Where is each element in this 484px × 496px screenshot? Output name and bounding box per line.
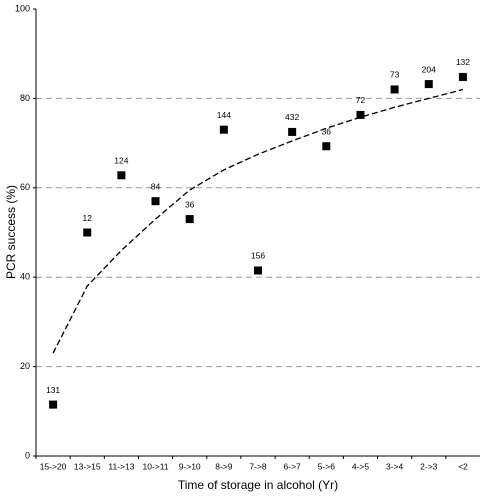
point-label: 124 xyxy=(114,156,128,166)
point-label: 36 xyxy=(185,199,195,209)
trend-line xyxy=(52,88,464,354)
x-tick-label: 10->11 xyxy=(142,461,168,471)
point-label: 12 xyxy=(82,213,92,223)
x-tick-label: 9->10 xyxy=(179,461,201,471)
x-axis-title: Time of storage in alcohol (Yr) xyxy=(178,478,338,492)
point xyxy=(49,400,58,409)
point xyxy=(219,125,228,134)
point xyxy=(458,72,467,81)
y-tick-label: 20 xyxy=(20,361,30,371)
x-tick-label: 11->13 xyxy=(108,461,134,471)
x-tick-label: 6->7 xyxy=(284,461,302,471)
y-tick-label: 60 xyxy=(20,182,30,192)
x-tick-label: 4->5 xyxy=(352,461,370,471)
x-tick-label: 8->9 xyxy=(215,461,233,471)
point-label: 204 xyxy=(422,64,436,74)
point-label: 132 xyxy=(456,57,470,67)
x-tick-label: 3->4 xyxy=(386,461,404,471)
point xyxy=(288,127,297,136)
point-label: 73 xyxy=(390,70,400,80)
point-label: 432 xyxy=(285,112,299,122)
y-tick-label: 0 xyxy=(25,450,30,460)
x-tick-label: <2 xyxy=(458,461,468,471)
point-label: 144 xyxy=(217,110,231,120)
x-tick-label: 13->15 xyxy=(74,461,101,471)
y-axis-title: PCR success (%) xyxy=(4,185,18,279)
point xyxy=(322,142,331,151)
y-tick-label: 80 xyxy=(20,93,30,103)
point xyxy=(117,171,126,180)
x-tick-label: 15->20 xyxy=(40,461,67,471)
point xyxy=(424,80,433,89)
point-label: 156 xyxy=(251,251,265,261)
point-label: 72 xyxy=(356,95,366,105)
point xyxy=(185,215,194,224)
point xyxy=(390,85,399,94)
x-tick-label: 7->8 xyxy=(249,461,267,471)
point xyxy=(151,197,160,206)
point-label: 131 xyxy=(46,385,60,395)
x-tick-label: 2->3 xyxy=(420,461,438,471)
point-label: 84 xyxy=(151,181,161,191)
point xyxy=(356,110,365,119)
point-label: 36 xyxy=(322,126,332,136)
point xyxy=(83,228,92,237)
point xyxy=(254,266,262,275)
x-tick-label: 5->6 xyxy=(318,461,336,471)
y-tick-label: 40 xyxy=(20,272,30,282)
y-tick-label: 100 xyxy=(15,3,30,13)
